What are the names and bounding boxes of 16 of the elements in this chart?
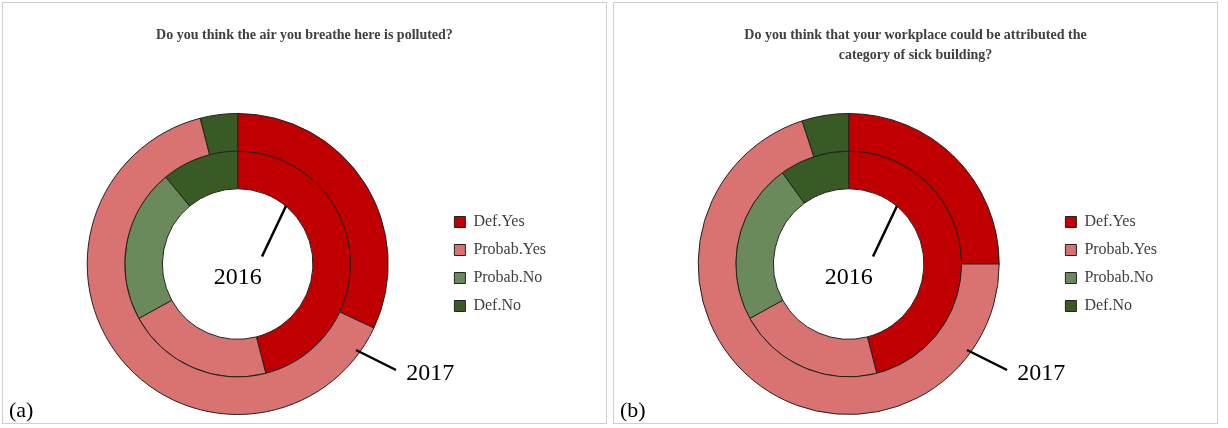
legend-label: Probab.Yes	[1084, 240, 1157, 258]
legend-label: Probab.No	[1084, 268, 1154, 286]
slice-label: 2017	[406, 359, 455, 386]
legend-label: Def.No	[473, 296, 521, 314]
slice-label: 2016	[213, 263, 262, 290]
legend-label: Probab.Yes	[473, 240, 546, 258]
text: (a)	[9, 397, 34, 423]
legend-label: Probab.No	[473, 268, 543, 286]
chart-title: Do you think the air you breathe here is polluted?	[155, 26, 454, 44]
legend-label: Def.No	[1084, 296, 1132, 314]
legend-label: Def.Yes	[1084, 212, 1136, 230]
text: (b)	[620, 397, 646, 423]
slice-label: 2016	[824, 263, 873, 290]
legend-label: Def.Yes	[473, 212, 525, 230]
slice-label: 2017	[1017, 359, 1066, 386]
chart-title: Do you think that your workplace could be attributed the category of sick building?	[743, 26, 1088, 64]
